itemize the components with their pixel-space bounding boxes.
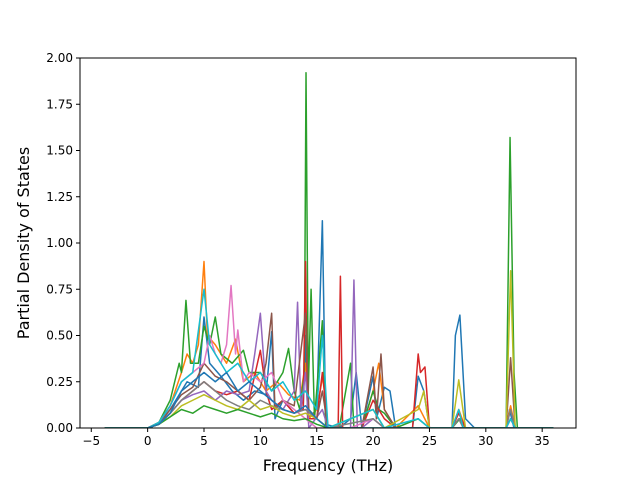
x-axis: −5 0 5 10 15 20 25 30 35 bbox=[82, 428, 550, 448]
y-tick-label: 0.50 bbox=[46, 329, 73, 343]
x-tick-label: 30 bbox=[478, 434, 493, 448]
x-tick-label: −5 bbox=[82, 434, 100, 448]
y-tick-label: 2.00 bbox=[46, 51, 73, 65]
series-line-9 bbox=[104, 270, 554, 428]
y-tick-label: 1.25 bbox=[46, 190, 73, 204]
x-tick-label: 5 bbox=[200, 434, 208, 448]
series-line-1 bbox=[104, 220, 554, 428]
y-axis: 0.00 0.25 0.50 0.75 1.00 1.25 1.50 1.75 2.00 bbox=[46, 51, 80, 435]
y-axis-label: Partial Density of States bbox=[14, 147, 33, 339]
y-tick-label: 1.75 bbox=[46, 97, 73, 111]
y-tick-label: 0.75 bbox=[46, 282, 73, 296]
x-tick-label: 0 bbox=[144, 434, 152, 448]
series-line-11 bbox=[104, 405, 554, 428]
y-tick-label: 0.25 bbox=[46, 375, 73, 389]
series-line-12 bbox=[104, 371, 554, 428]
series-line-3 bbox=[104, 72, 554, 428]
x-tick-label: 10 bbox=[253, 434, 268, 448]
series-line-10 bbox=[104, 288, 554, 428]
series-line-5 bbox=[104, 279, 554, 428]
x-tick-label: 35 bbox=[535, 434, 550, 448]
x-axis-label: Frequency (THz) bbox=[263, 456, 393, 475]
x-tick-label: 15 bbox=[309, 434, 324, 448]
y-tick-label: 1.50 bbox=[46, 144, 73, 158]
y-tick-label: 1.00 bbox=[46, 236, 73, 250]
y-tick-label: 0.00 bbox=[46, 421, 73, 435]
x-tick-label: 25 bbox=[422, 434, 437, 448]
x-tick-label: 20 bbox=[365, 434, 380, 448]
series-layer bbox=[104, 72, 554, 428]
